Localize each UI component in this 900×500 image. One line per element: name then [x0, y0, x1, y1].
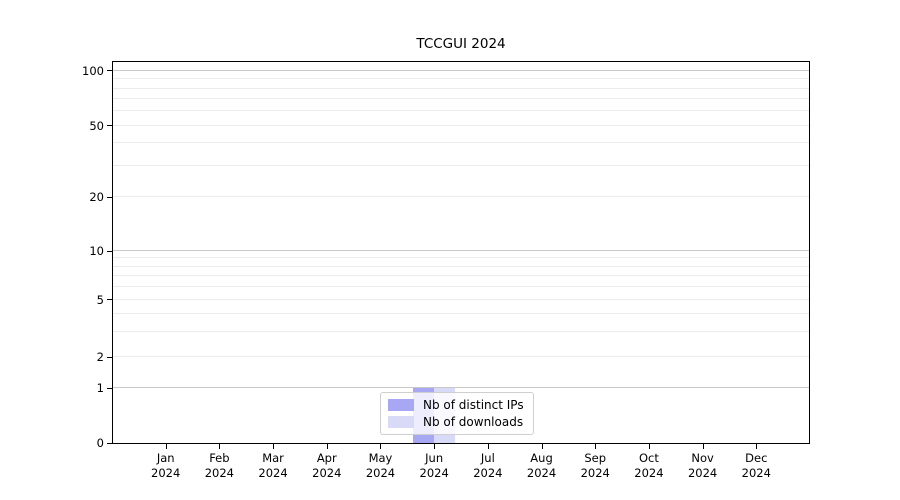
y-tick-label-20: 20: [89, 190, 104, 205]
x-tick-label-aug: Aug 2024: [526, 451, 557, 480]
legend-label-ips: Nb of distinct IPs: [423, 398, 524, 412]
x-tick-label-may: May 2024: [365, 451, 396, 480]
x-tick-label-dec: Dec 2024: [741, 451, 771, 480]
y-tick-label-5: 5: [96, 292, 104, 307]
x-tick-mark: [595, 444, 597, 449]
gridline-minor: [113, 312, 809, 314]
gridline-minor: [113, 330, 809, 332]
gridline-minor: [113, 142, 809, 144]
y-tick-mark: [107, 250, 112, 252]
gridline-y-50: [113, 124, 809, 126]
plot-area: Nb of distinct IPs Nb of downloads: [112, 61, 810, 444]
gridline-minor: [113, 257, 809, 259]
x-tick-mark: [326, 444, 328, 449]
legend: Nb of distinct IPs Nb of downloads: [380, 392, 534, 435]
x-tick-mark: [380, 444, 382, 449]
x-tick-label-oct: Oct 2024: [634, 451, 664, 480]
x-tick-mark: [702, 444, 704, 449]
gridline-y-2: [113, 356, 809, 358]
x-tick-mark: [648, 444, 650, 449]
x-tick-mark: [165, 444, 167, 449]
x-tick-label-nov: Nov 2024: [687, 451, 718, 480]
y-tick-mark: [107, 70, 112, 72]
x-tick-mark: [273, 444, 275, 449]
legend-label-downloads: Nb of downloads: [423, 415, 524, 429]
x-tick-mark: [756, 444, 758, 449]
gridline-minor: [113, 87, 809, 89]
legend-row-ips: Nb of distinct IPs: [388, 398, 524, 412]
y-tick-label-100: 100: [82, 63, 104, 78]
y-tick-mark: [107, 299, 112, 301]
y-tick-label-50: 50: [89, 118, 104, 133]
legend-swatch-ips: [388, 399, 414, 411]
y-tick-label-2: 2: [96, 350, 104, 365]
gridline-minor: [113, 285, 809, 287]
y-tick-mark: [107, 125, 112, 127]
x-tick-mark: [434, 444, 436, 449]
gridline-minor: [113, 98, 809, 100]
x-tick-mark: [487, 444, 489, 449]
y-tick-mark: [107, 387, 112, 389]
gridline-y-100: [113, 69, 809, 71]
x-tick-label-sep: Sep 2024: [580, 451, 610, 480]
gridline-minor: [113, 110, 809, 112]
y-tick-label-10: 10: [89, 244, 104, 258]
y-tick-mark: [107, 356, 112, 358]
gridline-y-5: [113, 298, 809, 300]
x-tick-mark: [219, 444, 221, 449]
x-tick-label-feb: Feb 2024: [204, 451, 235, 480]
x-tick-label-apr: Apr 2024: [312, 451, 342, 480]
x-tick-label-jan: Jan 2024: [151, 451, 181, 480]
y-tick-mark: [107, 196, 112, 198]
gridline-minor: [113, 78, 809, 80]
x-tick-label-jul: Jul 2024: [473, 451, 503, 480]
gridline-minor: [113, 164, 809, 166]
gridline-y-10: [113, 250, 809, 252]
chart-title: TCCGUI 2024: [416, 36, 506, 52]
x-tick-label-mar: Mar 2024: [258, 451, 288, 480]
y-tick-label-1: 1: [96, 381, 104, 396]
gridline-minor: [113, 275, 809, 277]
legend-swatch-downloads: [388, 416, 414, 428]
gridline-minor: [113, 265, 809, 267]
x-tick-mark: [541, 444, 543, 449]
legend-row-downloads: Nb of downloads: [388, 415, 524, 429]
y-tick-mark: [107, 442, 112, 444]
gridline-y-20: [113, 196, 809, 198]
gridline-y-1: [113, 387, 809, 389]
y-tick-label-0: 0: [96, 436, 104, 450]
x-tick-label-jun: Jun 2024: [419, 451, 449, 480]
